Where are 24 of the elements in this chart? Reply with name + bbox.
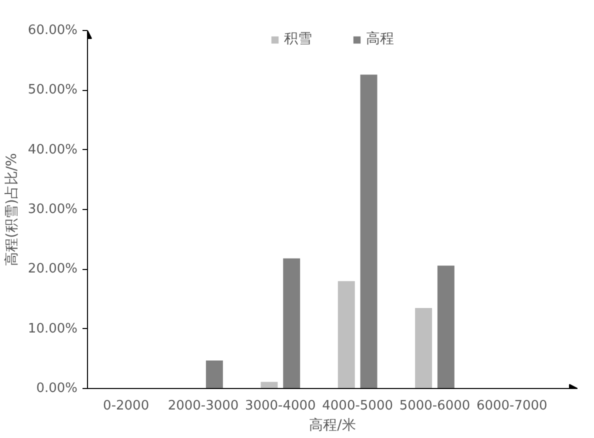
- bar: [260, 382, 278, 388]
- legend-label: 高程: [366, 30, 394, 48]
- x-tick-label: 2000-3000: [168, 398, 239, 414]
- y-tick-label: 20.00%: [28, 262, 78, 277]
- x-tick-label: 3000-4000: [244, 398, 316, 414]
- bar: [206, 360, 223, 388]
- y-tick-label: 50.00%: [28, 82, 78, 98]
- bar: [283, 258, 300, 388]
- y-axis-title: 高程(积雪)占比/%: [4, 153, 20, 266]
- x-tick-label: 0-2000: [103, 398, 150, 414]
- y-tick-label: 30.00%: [28, 202, 78, 217]
- x-axis-title: 高程/米: [309, 418, 356, 434]
- x-tick-label: 6000-7000: [476, 398, 548, 414]
- bar: [360, 74, 378, 388]
- x-tick-label: 5000-6000: [399, 398, 470, 414]
- y-tick-label: 40.00%: [28, 142, 78, 158]
- bar: [415, 308, 432, 388]
- y-tick-label: 10.00%: [28, 321, 78, 336]
- legend-label: 积雪: [284, 30, 312, 48]
- bar: [437, 266, 454, 388]
- bar: [338, 281, 355, 388]
- y-tick-label: 60.00%: [28, 23, 78, 38]
- x-tick-label: 4000-5000: [322, 398, 394, 414]
- y-tick-label: 0.00%: [36, 381, 78, 396]
